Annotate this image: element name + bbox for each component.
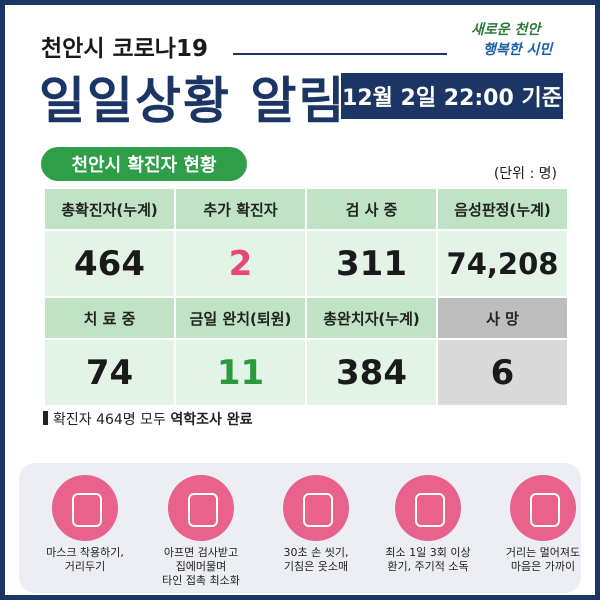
caption-line: 기침은 옷소매 xyxy=(283,560,349,573)
footnote-bold: 역학조사 완료 xyxy=(170,412,253,428)
tip-icon xyxy=(510,475,576,541)
bullet xyxy=(43,411,48,425)
tip-caption: 아프면 검사받고 집에머물며 타인 접촉 최소화 xyxy=(142,546,260,588)
table-value: 74,208 xyxy=(438,231,567,296)
table-header: 음성판정(누계) xyxy=(438,189,567,229)
logo-bottom: 행복한 시민 xyxy=(483,42,553,58)
table-header: 금일 완치(퇴원) xyxy=(176,298,305,338)
table-value: 384 xyxy=(307,340,436,405)
table-value: 11 xyxy=(176,340,305,405)
icon-glyph xyxy=(188,493,218,527)
caption-line: 아프면 검사받고 xyxy=(163,546,239,559)
logo-top: 새로운 천안 xyxy=(471,22,541,38)
divider xyxy=(233,53,447,55)
section-label: 천안시 확진자 현황 xyxy=(41,147,247,181)
icon-glyph xyxy=(72,493,102,527)
tip-caption: 마스크 착용하기, 거리두기 xyxy=(26,546,144,574)
caption-line: 30초 손 씻기, xyxy=(283,546,349,559)
caption-line: 최소 1일 3회 이상 xyxy=(385,546,471,559)
icon-glyph xyxy=(415,493,445,527)
table-value: 74 xyxy=(45,340,174,405)
tip-icon xyxy=(168,475,234,541)
tip-icon xyxy=(395,475,461,541)
table-value: 311 xyxy=(307,231,436,296)
caption-line: 마스크 착용하기, xyxy=(46,546,124,559)
tip-icon xyxy=(283,475,349,541)
title: 일일상황 알림 xyxy=(39,72,347,130)
table-header: 총확진자(누계) xyxy=(45,189,174,229)
table-value: 6 xyxy=(438,340,567,405)
caption-line: 환기, 주기적 소독 xyxy=(387,560,469,573)
table-value: 2 xyxy=(176,231,305,296)
icon-glyph xyxy=(530,493,560,527)
caption-line: 거리두기 xyxy=(64,560,106,573)
table-header: 검 사 중 xyxy=(307,189,436,229)
tip-icon xyxy=(52,475,118,541)
unit-label: (단위 : 명) xyxy=(493,166,557,182)
table-value: 464 xyxy=(45,231,174,296)
caption-line: 집에머물며 xyxy=(175,560,227,573)
footnote-text: 확진자 464명 모두 xyxy=(53,412,171,428)
tip-caption: 거리는 멀어져도 마음은 가까이 xyxy=(484,546,595,574)
table-header: 총완치자(누계) xyxy=(307,298,436,338)
table-header: 추가 확진자 xyxy=(176,189,305,229)
tip-caption: 최소 1일 3회 이상 환기, 주기적 소독 xyxy=(369,546,487,574)
subtitle: 천안시 코로나19 xyxy=(41,36,208,62)
caption-line: 거리는 멀어져도 xyxy=(505,546,581,559)
footnote: 확진자 464명 모두 역학조사 완료 xyxy=(53,409,253,429)
date-box: 12월 2일 22:00 기준 xyxy=(341,73,563,119)
tip-caption: 30초 손 씻기, 기침은 옷소매 xyxy=(257,546,375,574)
table-header: 사 망 xyxy=(438,298,567,338)
caption-line: 타인 접촉 최소화 xyxy=(162,574,240,587)
table-header: 치 료 중 xyxy=(45,298,174,338)
caption-line: 마음은 가까이 xyxy=(510,560,576,573)
icon-glyph xyxy=(303,493,333,527)
